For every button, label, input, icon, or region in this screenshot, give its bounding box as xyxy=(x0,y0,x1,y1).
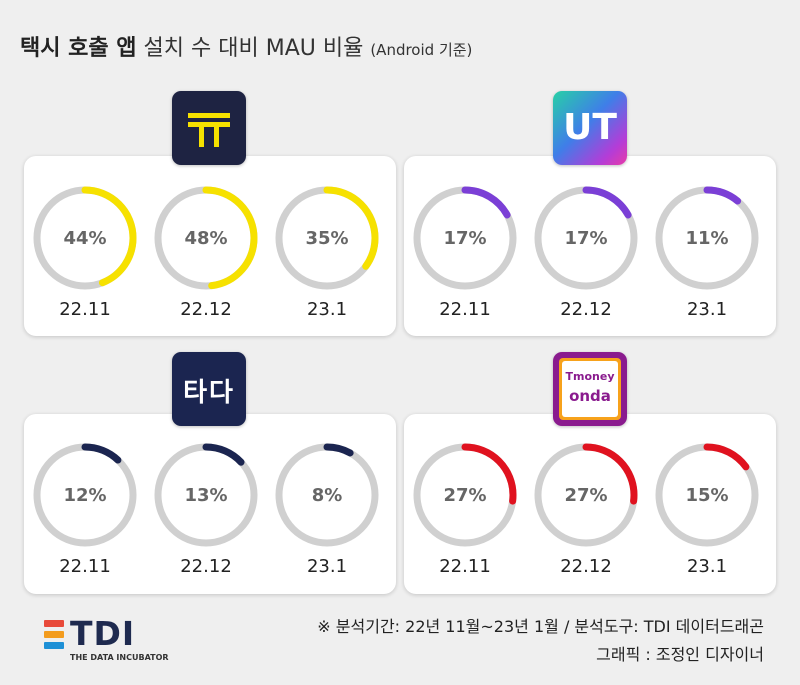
donut-percent-label: 11% xyxy=(685,227,729,249)
donut-percent-label: 13% xyxy=(184,484,228,506)
card-kakao-t xyxy=(24,156,396,336)
tmoney-onda-panel: Tmoney onda xyxy=(562,361,618,417)
tada-logo: 타다 xyxy=(172,352,246,426)
donut-value-arc xyxy=(33,443,137,547)
donut-percent-label: 35% xyxy=(305,227,349,249)
donut-value-arc xyxy=(413,443,517,547)
period-label: 22.12 xyxy=(560,556,612,577)
donut-kakao-t-1: 48% 22.12 xyxy=(151,183,261,320)
donut-percent-label: 17% xyxy=(564,227,608,249)
donut-svg xyxy=(33,186,137,290)
donut-value-arc xyxy=(154,186,258,290)
donut-svg xyxy=(413,186,517,290)
donut-percent-label: 48% xyxy=(184,227,228,249)
period-label: 23.1 xyxy=(686,299,728,320)
period-label: 22.12 xyxy=(560,299,612,320)
period-label: 23.1 xyxy=(306,299,348,320)
ut-logo-text: UT xyxy=(563,107,617,148)
donut-svg xyxy=(33,443,137,547)
footer-note: ※ 분석기간: 22년 11월~23년 1월 / 분석도구: TDI 데이터드래… xyxy=(317,617,764,636)
donut-tmoney-onda-1: 27% 22.12 xyxy=(531,440,641,577)
tada-logo-text: 타다 xyxy=(183,378,235,408)
donut-tada-0: 12% 22.11 xyxy=(30,440,140,577)
donut-ut-0: 17% 22.11 xyxy=(410,183,520,320)
donut-ut-1: 17% 22.12 xyxy=(531,183,641,320)
donut-value-arc xyxy=(534,443,638,547)
donut-percent-label: 15% xyxy=(685,484,729,506)
tmoney-text: Tmoney xyxy=(565,370,615,383)
donut-svg xyxy=(154,186,258,290)
onda-text: onda xyxy=(569,387,611,405)
title-small: (Android 기준) xyxy=(370,41,473,59)
donut-tada-2: 8% 23.1 xyxy=(272,440,382,577)
donut-svg xyxy=(413,443,517,547)
donut-percent-label: 27% xyxy=(443,484,487,506)
tmoney-onda-logo: Tmoney onda xyxy=(553,352,627,426)
tdi-bars-icon xyxy=(44,620,64,649)
donut-value-arc xyxy=(534,186,638,290)
donut-value-arc xyxy=(413,186,517,290)
kakao-t-icon xyxy=(188,113,230,147)
period-label: 22.11 xyxy=(59,556,111,577)
period-label: 23.1 xyxy=(306,556,348,577)
donut-tmoney-onda-2: 15% 23.1 xyxy=(652,440,762,577)
donut-percent-label: 17% xyxy=(443,227,487,249)
donut-value-arc xyxy=(275,443,379,547)
donut-kakao-t-2: 35% 23.1 xyxy=(272,183,382,320)
period-label: 22.11 xyxy=(439,556,491,577)
donut-svg xyxy=(154,443,258,547)
tmoney-onda-inner: Tmoney onda xyxy=(559,358,621,420)
period-label: 22.11 xyxy=(59,299,111,320)
ut-logo: UT xyxy=(553,91,627,165)
donut-svg xyxy=(275,443,379,547)
donut-value-arc xyxy=(655,443,759,547)
donut-svg xyxy=(655,443,759,547)
footer-credit: 그래픽 : 조정인 디자이너 xyxy=(596,645,764,664)
tdi-name: TDI xyxy=(70,614,136,653)
kakao-t-logo xyxy=(172,91,246,165)
donut-value-arc xyxy=(154,443,258,547)
title-light: 설치 수 대비 MAU 비율 xyxy=(143,36,364,61)
donut-svg xyxy=(534,443,638,547)
donut-tada-1: 13% 22.12 xyxy=(151,440,261,577)
donut-percent-label: 44% xyxy=(63,227,107,249)
period-label: 23.1 xyxy=(686,556,728,577)
page-title: 택시 호출 앱 설치 수 대비 MAU 비율 (Android 기준) xyxy=(20,30,472,62)
donut-value-arc xyxy=(33,186,137,290)
donut-ut-2: 11% 23.1 xyxy=(652,183,762,320)
donut-kakao-t-0: 44% 22.11 xyxy=(30,183,140,320)
card-ut xyxy=(404,156,776,336)
title-bold: 택시 호출 앱 xyxy=(20,36,137,61)
period-label: 22.12 xyxy=(180,556,232,577)
donut-value-arc xyxy=(655,186,759,290)
donut-percent-label: 27% xyxy=(564,484,608,506)
donut-value-arc xyxy=(275,186,379,290)
period-label: 22.12 xyxy=(180,299,232,320)
donut-percent-label: 12% xyxy=(63,484,107,506)
donut-percent-label: 8% xyxy=(311,484,343,506)
donut-tmoney-onda-0: 27% 22.11 xyxy=(410,440,520,577)
donut-svg xyxy=(534,186,638,290)
donut-svg xyxy=(655,186,759,290)
period-label: 22.11 xyxy=(439,299,491,320)
tdi-subtitle: THE DATA INCUBATOR xyxy=(70,653,169,662)
donut-svg xyxy=(275,186,379,290)
